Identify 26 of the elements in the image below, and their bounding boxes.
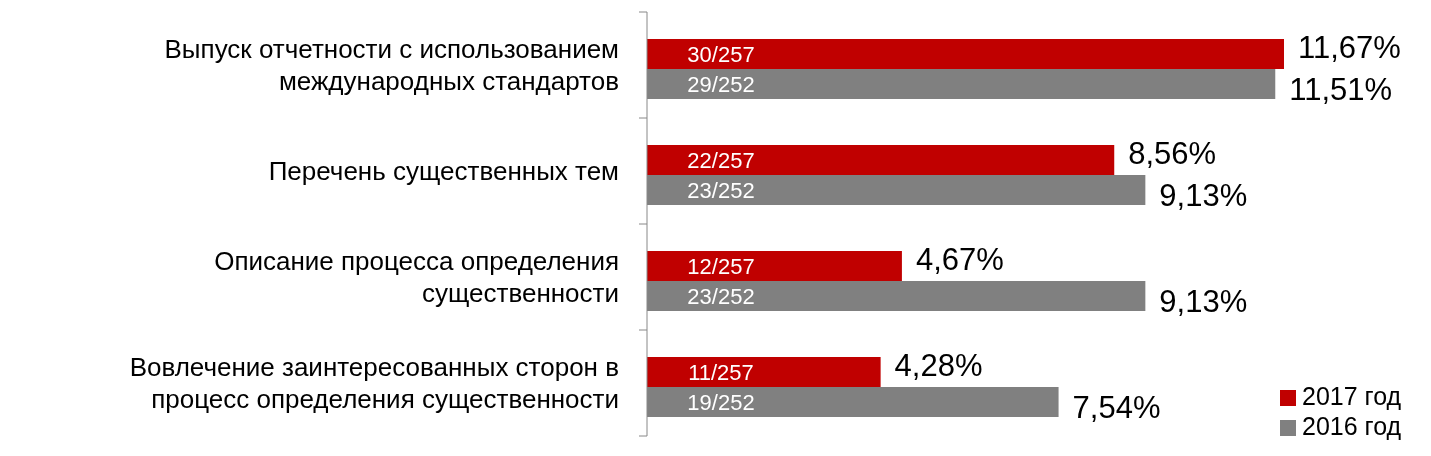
- data-label: 4,28%: [894, 348, 983, 384]
- y-tick-label: Описание процесса определения существенности: [214, 245, 619, 308]
- data-label: 8,56%: [1128, 136, 1217, 172]
- data-label: 4,67%: [915, 242, 1004, 278]
- data-label: 9,13%: [1159, 178, 1248, 214]
- bar: [647, 357, 881, 387]
- annotation: 30/257: [687, 41, 755, 67]
- annotation: 23/252: [687, 283, 755, 309]
- annotation: 23/252: [687, 177, 755, 203]
- y-tick-label: Вовлечение заинтересованных сторон в процесс определения существенности: [129, 351, 619, 414]
- annotation: 29/252: [687, 71, 755, 97]
- data-label: 7,54%: [1072, 390, 1161, 426]
- y-tick-label: Выпуск отчетности с использованием международных стандартов: [164, 33, 619, 96]
- legend-label: 2017 год: [1302, 381, 1402, 410]
- bar: [647, 39, 1284, 69]
- y-tick-label: Перечень существенных тем: [268, 155, 619, 186]
- annotation: 12/257: [687, 253, 755, 279]
- annotation: 19/252: [687, 389, 755, 415]
- data-label: 11,67%: [1298, 30, 1401, 66]
- data-label: 11,51%: [1289, 72, 1393, 108]
- legend-label: 2016 год: [1302, 411, 1402, 440]
- annotation: 11/257: [688, 359, 754, 385]
- bar: [647, 145, 1115, 175]
- bar: [647, 251, 902, 281]
- annotation: 22/257: [687, 147, 755, 173]
- data-label: 9,13%: [1159, 284, 1248, 320]
